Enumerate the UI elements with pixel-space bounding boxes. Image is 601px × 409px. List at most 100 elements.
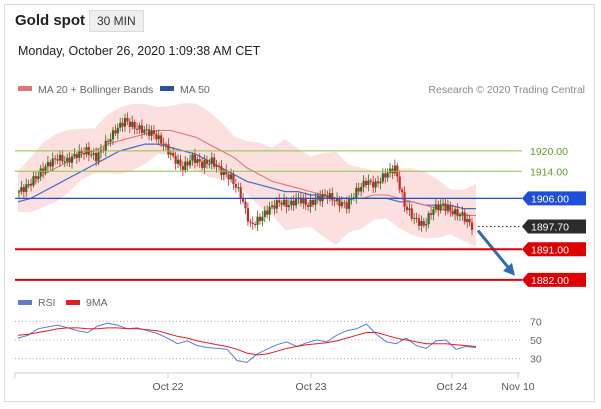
rsi-tick-label: 30 bbox=[530, 354, 542, 366]
candle bbox=[138, 122, 141, 134]
candle-body bbox=[323, 194, 327, 196]
rsi-tick-label: 50 bbox=[530, 335, 542, 347]
candle bbox=[299, 192, 303, 207]
candle-body bbox=[432, 209, 435, 215]
candle bbox=[97, 148, 100, 166]
candle-body bbox=[54, 158, 57, 160]
candle bbox=[215, 159, 218, 173]
candle bbox=[425, 218, 428, 232]
candle bbox=[369, 178, 372, 185]
candle bbox=[258, 213, 262, 225]
candle bbox=[256, 210, 259, 231]
candle bbox=[128, 118, 131, 134]
candle bbox=[135, 122, 139, 135]
candle bbox=[328, 188, 331, 202]
support-level-label: 1891.00 bbox=[531, 244, 569, 256]
candle bbox=[157, 129, 160, 146]
candle-body bbox=[273, 205, 276, 209]
candle-body bbox=[135, 128, 139, 130]
candle bbox=[217, 162, 221, 171]
candle bbox=[102, 146, 105, 154]
candle-body bbox=[25, 184, 28, 192]
x-axis-tick-label: Oct 23 bbox=[296, 381, 327, 393]
candle-body bbox=[37, 176, 40, 179]
candle-body bbox=[63, 161, 66, 163]
candle bbox=[167, 138, 170, 159]
candle-body bbox=[405, 206, 409, 211]
candle bbox=[282, 193, 286, 208]
candle-body bbox=[398, 176, 401, 190]
candle-body bbox=[413, 217, 416, 219]
candle-body bbox=[29, 183, 33, 186]
candle-body bbox=[32, 176, 35, 186]
candle-body bbox=[456, 209, 459, 217]
candle bbox=[454, 206, 457, 221]
candle bbox=[174, 151, 177, 170]
timeframe-badge[interactable]: 30 MIN bbox=[89, 10, 144, 32]
candle bbox=[179, 154, 182, 171]
candle-body bbox=[463, 212, 466, 222]
candle bbox=[456, 202, 459, 221]
candle bbox=[417, 214, 421, 231]
candle-body bbox=[160, 135, 163, 144]
candle bbox=[114, 124, 117, 137]
candle bbox=[227, 171, 230, 186]
candle bbox=[249, 218, 252, 228]
candle bbox=[109, 133, 112, 147]
candle bbox=[280, 200, 283, 211]
candle-body bbox=[376, 181, 380, 184]
candle bbox=[323, 188, 327, 199]
candle bbox=[268, 201, 271, 221]
candle-body bbox=[439, 204, 442, 211]
candle-body bbox=[102, 149, 105, 151]
candle bbox=[311, 197, 315, 208]
candle bbox=[150, 125, 153, 141]
candle bbox=[470, 217, 474, 236]
candle bbox=[198, 153, 201, 168]
candle-body bbox=[109, 139, 112, 142]
candle bbox=[302, 194, 305, 209]
datetime-label: Monday, October 26, 2020 1:09:38 AM CET bbox=[18, 44, 261, 58]
candle bbox=[466, 213, 469, 228]
candle-body bbox=[355, 187, 358, 198]
candle-body bbox=[131, 121, 134, 127]
candle-body bbox=[61, 154, 64, 162]
candle bbox=[49, 159, 52, 171]
candle bbox=[275, 196, 278, 214]
candle-body bbox=[152, 130, 156, 134]
candle-body bbox=[345, 202, 348, 209]
ma50-legend-swatch bbox=[160, 86, 174, 91]
candle bbox=[116, 123, 119, 140]
candle-body bbox=[449, 205, 452, 211]
candle bbox=[68, 151, 71, 168]
candle bbox=[410, 203, 413, 222]
candle bbox=[78, 144, 81, 162]
candle-body bbox=[461, 212, 464, 215]
candle bbox=[25, 178, 28, 197]
candle-body bbox=[258, 216, 262, 222]
candle bbox=[162, 137, 165, 151]
candle bbox=[201, 158, 204, 171]
candle bbox=[331, 187, 334, 206]
rsi-ma-legend-swatch bbox=[66, 300, 80, 305]
candle-body bbox=[388, 168, 392, 173]
candle-body bbox=[268, 206, 271, 215]
candle-body bbox=[384, 173, 387, 178]
candle-body bbox=[393, 165, 396, 174]
candle bbox=[379, 177, 382, 190]
candle-body bbox=[208, 163, 211, 165]
candle-body bbox=[470, 222, 474, 230]
candle bbox=[468, 214, 471, 227]
rsi-line bbox=[17, 322, 477, 363]
candle bbox=[403, 186, 406, 213]
candle-body bbox=[95, 152, 98, 162]
candle-body bbox=[169, 152, 172, 155]
candle-body bbox=[167, 144, 170, 155]
candle-body bbox=[321, 194, 324, 202]
candle bbox=[263, 206, 266, 223]
candle bbox=[111, 126, 115, 146]
candle bbox=[188, 154, 192, 169]
candle-body bbox=[425, 224, 428, 226]
candle bbox=[104, 134, 107, 157]
candle-body bbox=[256, 216, 259, 225]
